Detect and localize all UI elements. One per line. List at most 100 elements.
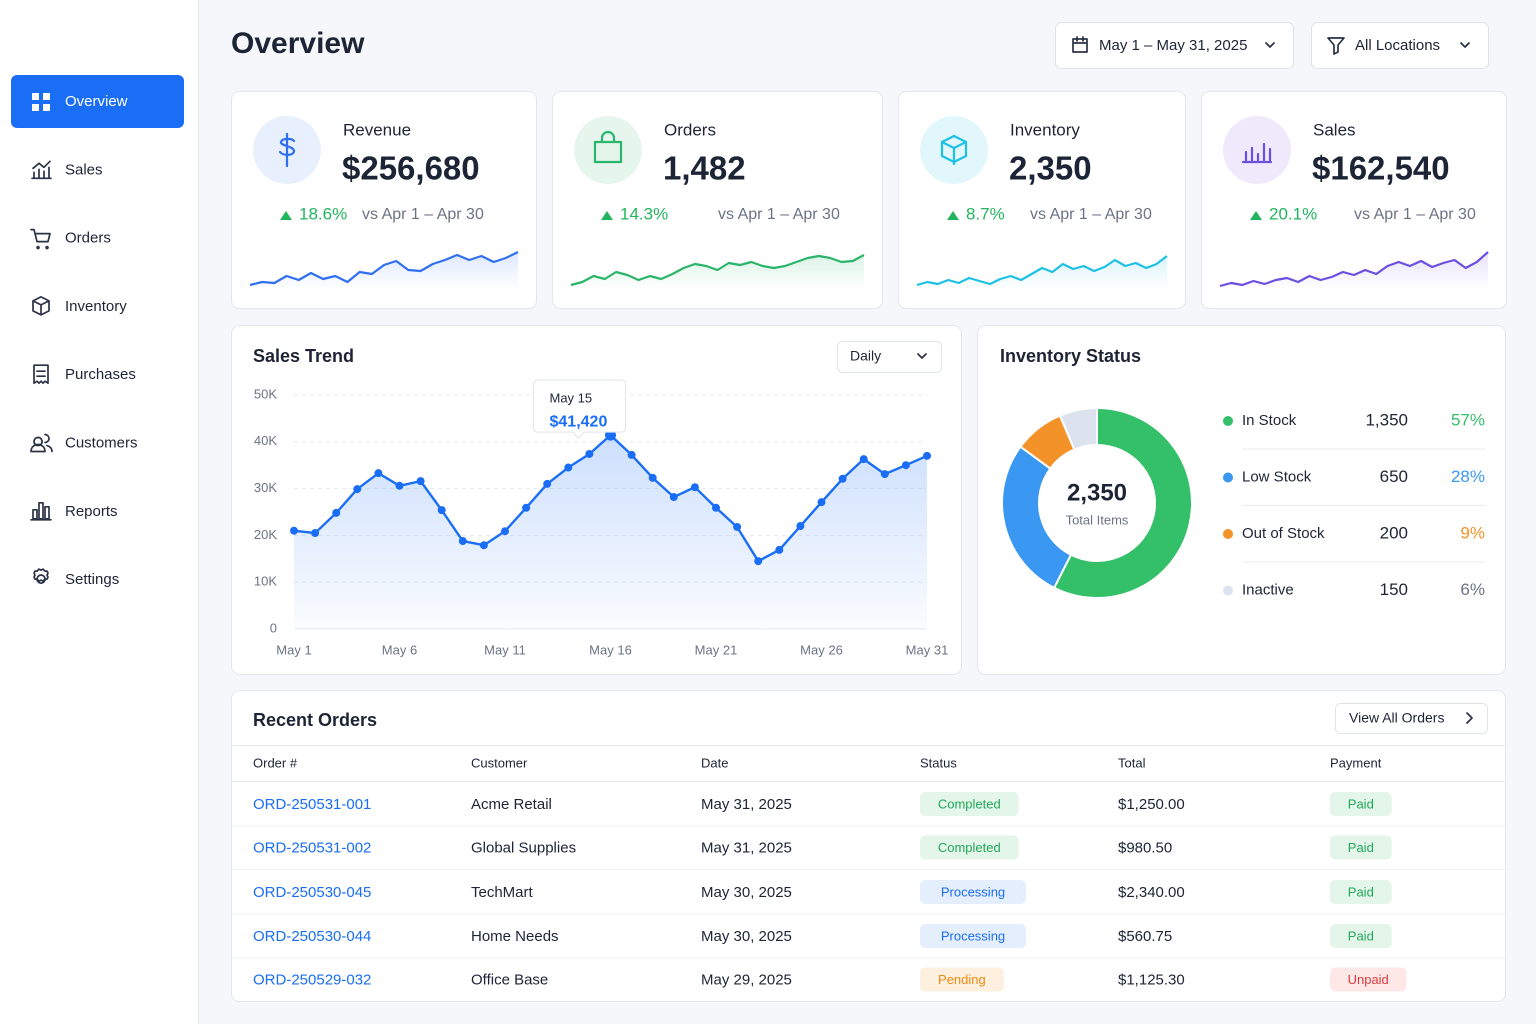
x-tick-label: May 16	[589, 642, 632, 657]
line-point	[817, 498, 826, 507]
table-cell: May 31, 2025	[701, 839, 792, 856]
order-link[interactable]: ORD-250529-032	[253, 971, 371, 988]
order-link[interactable]: ORD-250530-045	[253, 884, 371, 901]
nav-item[interactable]: Orders	[30, 228, 111, 250]
donut-total-label: Total Items	[1066, 512, 1129, 527]
nav-item[interactable]: Purchases	[33, 364, 136, 385]
x-tick-label: May 6	[382, 642, 417, 657]
nav-icon	[30, 228, 51, 250]
nav-item[interactable]: Overview	[11, 75, 184, 128]
payment-badge: Paid	[1330, 880, 1392, 904]
sparkline	[916, 255, 1168, 287]
status-badge: Pending	[920, 967, 1004, 992]
filter-button[interactable]: May 1 – May 31, 2025	[1055, 22, 1294, 69]
table-cell: $980.50	[1118, 839, 1172, 856]
nav-item[interactable]: Sales	[31, 160, 103, 180]
badge-bg	[1330, 792, 1392, 816]
legend-percent: 57%	[1451, 410, 1485, 429]
legend-percent: 6%	[1460, 580, 1485, 599]
donut-segment	[1058, 406, 1098, 451]
kpi-compare: vs Apr 1 – Apr 30	[1354, 206, 1476, 223]
line-point	[838, 474, 847, 483]
legend-count: 1,350	[1365, 410, 1408, 429]
table-cell: $2,340.00	[1118, 884, 1185, 901]
line-point	[923, 451, 931, 460]
line-point	[585, 449, 594, 458]
inventory-card	[977, 325, 1506, 675]
change-arrow	[601, 211, 613, 220]
line-point	[437, 506, 446, 515]
filter-button[interactable]: All Locations	[1311, 22, 1489, 69]
nav-item[interactable]: Customers	[30, 433, 138, 453]
table-cell: $1,250.00	[1118, 796, 1185, 813]
legend-count: 150	[1380, 580, 1408, 599]
interval-dropdown[interactable]: Daily	[837, 341, 942, 373]
kpi-change: 8.7%	[966, 204, 1005, 223]
change-arrow	[947, 211, 959, 220]
line-area	[294, 435, 927, 629]
order-link[interactable]: ORD-250531-002	[253, 839, 371, 856]
dropdown-label: Daily	[850, 348, 881, 364]
content: Overview Sales Orders Inventory Purchases Cus…	[11, 22, 1507, 1002]
nav-item[interactable]: Reports	[30, 501, 118, 521]
line-point	[332, 508, 341, 517]
legend-count: 650	[1380, 467, 1408, 486]
status-badge: Processing	[920, 880, 1026, 904]
table-cell: TechMart	[471, 884, 534, 901]
nav-label: Orders	[65, 230, 111, 247]
donut-total: 2,350	[1067, 479, 1127, 506]
line-point	[311, 529, 320, 538]
line-point	[543, 479, 552, 488]
nav-item[interactable]: Settings	[33, 568, 119, 588]
badge-bg	[920, 835, 1019, 860]
table-cell: May 30, 2025	[701, 928, 792, 945]
order-link[interactable]: ORD-250530-044	[253, 928, 371, 945]
kpi-compare: vs Apr 1 – Apr 30	[1030, 206, 1152, 223]
badge-bg	[1330, 880, 1392, 904]
badge-bg	[1330, 835, 1392, 860]
chart-title: Sales Trend	[253, 346, 354, 366]
filter-box	[1311, 22, 1489, 69]
line-point	[859, 455, 868, 464]
filter-box	[1055, 22, 1294, 69]
tooltip: May 15 $41,420	[533, 379, 626, 439]
donut-segment	[1001, 445, 1073, 590]
x-tick-label: May 11	[484, 642, 526, 657]
badge-label: Unpaid	[1348, 972, 1389, 987]
legend-dot	[1223, 416, 1233, 426]
orders-card	[231, 690, 1506, 1002]
legend-percent: 9%	[1460, 523, 1485, 542]
legend-name: In Stock	[1242, 412, 1297, 429]
kpi-label: Revenue	[343, 120, 411, 139]
line-point	[690, 483, 699, 492]
kpi-label: Orders	[664, 120, 716, 139]
sparkline	[249, 251, 519, 287]
kpi-compare: vs Apr 1 – Apr 30	[718, 206, 840, 223]
table-cell: $1,125.30	[1118, 971, 1185, 988]
nav-item[interactable]: Inventory	[32, 296, 127, 316]
nav-icon	[32, 93, 50, 111]
x-tick-label: May 1	[276, 642, 311, 657]
badge-label: Paid	[1348, 840, 1374, 855]
view-all-button[interactable]: View All Orders	[1335, 703, 1488, 734]
table-cell: Global Supplies	[471, 839, 576, 856]
line-point	[395, 481, 404, 490]
line-point	[522, 503, 531, 512]
line-point	[416, 477, 425, 486]
order-link[interactable]: ORD-250531-001	[253, 796, 371, 813]
badge-bg	[920, 880, 1026, 904]
chevron	[1460, 42, 1470, 48]
legend-percent: 28%	[1451, 467, 1485, 486]
badge-label: Paid	[1348, 928, 1374, 943]
nav-icon	[30, 433, 53, 453]
line-point	[501, 527, 509, 536]
badge-label: Completed	[938, 840, 1001, 855]
chevron	[917, 353, 927, 359]
nav-label: Customers	[65, 434, 138, 451]
line-point	[901, 461, 910, 470]
payment-badge: Paid	[1330, 792, 1392, 816]
line-point	[775, 545, 784, 554]
kpi-change: 20.1%	[1269, 204, 1317, 223]
badge-bg	[1330, 967, 1407, 992]
status-badge: Completed	[920, 792, 1019, 816]
